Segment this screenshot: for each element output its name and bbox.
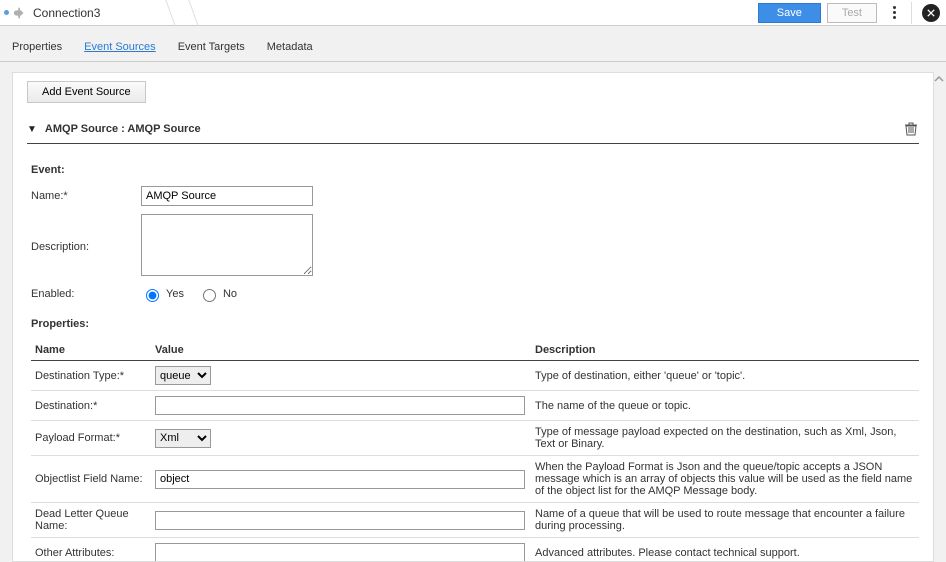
tab-properties[interactable]: Properties [12, 41, 62, 61]
save-button[interactable]: Save [758, 3, 821, 23]
event-heading: Event: [31, 164, 919, 176]
connection-icon [13, 6, 27, 20]
form-row-description: Description: [31, 214, 919, 276]
name-input[interactable] [141, 186, 313, 206]
enabled-label: Enabled: [31, 284, 141, 300]
tab-event-targets[interactable]: Event Targets [178, 41, 245, 61]
col-header-value: Value [151, 340, 531, 361]
prop-name: Objectlist Field Name: [31, 456, 151, 503]
enabled-no-option[interactable]: No [198, 286, 237, 302]
prop-select[interactable]: XmlJsonTextBinary [155, 429, 211, 448]
prop-name: Destination:* [31, 391, 151, 421]
properties-heading: Properties: [31, 318, 919, 330]
enabled-no-radio[interactable] [203, 289, 216, 302]
enabled-yes-radio[interactable] [146, 289, 159, 302]
form-row-enabled: Enabled: Yes No [31, 284, 919, 302]
prop-name: Other Attributes: [31, 538, 151, 562]
prop-input[interactable] [155, 470, 525, 489]
add-event-source-button[interactable]: Add Event Source [27, 81, 146, 103]
event-sources-panel: Add Event Source ▼ AMQP Source : AMQP So… [12, 72, 934, 562]
tab-event-sources[interactable]: Event Sources [84, 41, 156, 61]
collapse-icon[interactable]: ▼ [27, 124, 37, 135]
test-button[interactable]: Test [827, 3, 877, 23]
table-row: Objectlist Field Name: When the Payload F… [31, 456, 919, 503]
close-icon[interactable] [922, 4, 940, 22]
prop-description: Type of message payload expected on the … [531, 421, 919, 456]
table-row: Destination Type:*queuetopic Type of dest… [31, 361, 919, 391]
source-section-header: ▼ AMQP Source : AMQP Source [27, 121, 919, 144]
prop-description: Advanced attributes. Please contact tech… [531, 538, 919, 562]
trash-icon[interactable] [903, 121, 919, 137]
prop-value-cell [151, 503, 531, 538]
name-label: Name:* [31, 186, 141, 202]
description-label: Description: [31, 237, 141, 253]
prop-value-cell [151, 391, 531, 421]
page-title: Connection3 [33, 6, 100, 20]
scroll-up-icon[interactable] [934, 72, 944, 86]
dirty-indicator [4, 10, 9, 15]
properties-table: Name Value Description Destination Type:… [31, 340, 919, 562]
prop-value-cell [151, 538, 531, 562]
prop-name: Destination Type:* [31, 361, 151, 391]
prop-description: When the Payload Format is Json and the … [531, 456, 919, 503]
prop-value-cell: XmlJsonTextBinary [151, 421, 531, 456]
prop-description: Type of destination, either 'queue' or '… [531, 361, 919, 391]
form-row-name: Name:* [31, 186, 919, 206]
prop-input[interactable] [155, 511, 525, 530]
description-input[interactable] [141, 214, 313, 276]
prop-description: Name of a queue that will be used to rou… [531, 503, 919, 538]
prop-value-cell [151, 456, 531, 503]
prop-input[interactable] [155, 396, 525, 415]
tab-edge [166, 0, 199, 26]
table-row: Other Attributes: Advanced attributes. Pl… [31, 538, 919, 562]
col-header-description: Description [531, 340, 919, 361]
table-row: Destination:* The name of the queue or to… [31, 391, 919, 421]
prop-name: Dead Letter Queue Name: [31, 503, 151, 538]
prop-name: Payload Format:* [31, 421, 151, 456]
divider [911, 2, 912, 24]
prop-input[interactable] [155, 543, 525, 562]
prop-select[interactable]: queuetopic [155, 366, 211, 385]
tabbar: Properties Event Sources Event Targets M… [0, 26, 946, 62]
source-section-title: AMQP Source : AMQP Source [45, 123, 201, 135]
tab-metadata[interactable]: Metadata [267, 41, 313, 61]
col-header-name: Name [31, 340, 151, 361]
table-row: Dead Letter Queue Name: Name of a queue t… [31, 503, 919, 538]
prop-value-cell: queuetopic [151, 361, 531, 391]
kebab-menu-icon[interactable] [887, 3, 901, 23]
titlebar: Connection3 Save Test [0, 0, 946, 26]
source-section-body: Event: Name:* Description: Enabled: Yes [27, 144, 919, 562]
table-row: Payload Format:*XmlJsonTextBinary Type of… [31, 421, 919, 456]
enabled-yes-label: Yes [166, 288, 184, 300]
content-area: Add Event Source ▼ AMQP Source : AMQP So… [0, 62, 946, 562]
enabled-no-label: No [223, 288, 237, 300]
enabled-yes-option[interactable]: Yes [141, 286, 184, 302]
prop-description: The name of the queue or topic. [531, 391, 919, 421]
